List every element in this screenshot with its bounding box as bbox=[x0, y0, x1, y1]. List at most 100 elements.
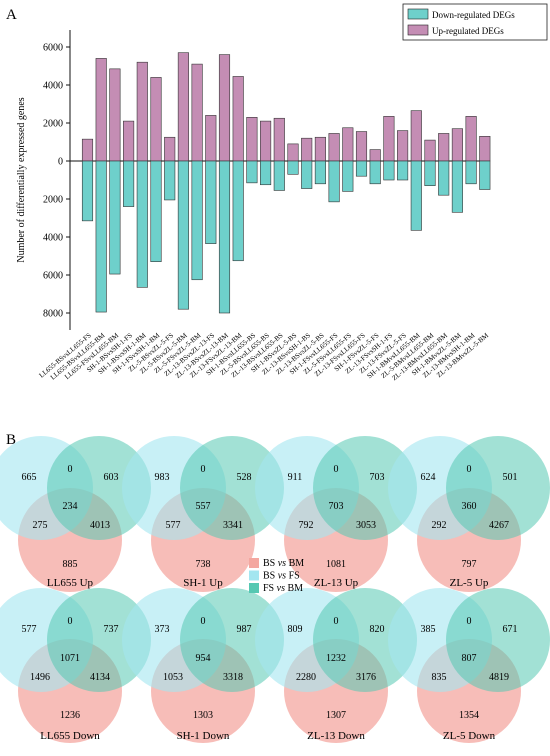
legend-down-label: Down-regulated DEGs bbox=[432, 10, 515, 20]
venn-key-set-b: FS bbox=[286, 571, 300, 582]
venn-diagram: 373 0 987 954 1053 3318 1303 SH-1 Down bbox=[122, 588, 284, 743]
venn-title: ZL-13 Up bbox=[314, 577, 359, 589]
bar-down bbox=[342, 160, 354, 192]
venn-count-lower-right: 4013 bbox=[90, 520, 110, 531]
venn-title: LL655 Up bbox=[47, 577, 94, 589]
bar-down bbox=[328, 160, 340, 203]
venn-key-label: BS vs BM bbox=[263, 558, 304, 569]
venn-count-top: 0 bbox=[467, 616, 472, 627]
venn-count-center: 557 bbox=[196, 501, 211, 512]
bar-up bbox=[136, 61, 148, 162]
venn-count-lower-right: 3341 bbox=[223, 520, 243, 531]
venn-count-right: 987 bbox=[237, 624, 252, 635]
bar-up bbox=[287, 143, 299, 162]
venn-count-left: 577 bbox=[22, 624, 37, 635]
venn-key-swatch bbox=[249, 583, 259, 593]
bar-up bbox=[465, 116, 477, 162]
bar-down bbox=[397, 160, 409, 181]
venn-count-right: 671 bbox=[503, 624, 518, 635]
bar-down bbox=[424, 160, 436, 187]
up-bars bbox=[81, 52, 491, 162]
venn-count-lower-left: 792 bbox=[299, 520, 314, 531]
venn-count-lower-left: 2280 bbox=[296, 672, 316, 683]
bar-up bbox=[479, 136, 491, 162]
venn-count-center: 234 bbox=[63, 501, 78, 512]
venn-key-vs: vs bbox=[278, 558, 286, 569]
venn-key-label: FS vs BM bbox=[263, 583, 303, 594]
venn-diagrams: 665 0 603 234 275 4013 885 LL655 Up 983 0 528 557 57… bbox=[0, 436, 550, 743]
venn-count-lower-left: 577 bbox=[166, 520, 181, 531]
venn-count-right: 703 bbox=[370, 472, 385, 483]
venn-title: ZL-5 Up bbox=[450, 577, 489, 589]
venn-count-center: 954 bbox=[196, 653, 211, 664]
y-axis-label: Number of differentially expressed genes bbox=[16, 97, 27, 262]
y-tick-label: 8000 bbox=[43, 309, 63, 320]
venn-count-lower-right: 4134 bbox=[90, 672, 110, 683]
y-tick-label: 2000 bbox=[43, 119, 63, 130]
bar-up bbox=[410, 110, 422, 162]
venn-count-lower-right: 3176 bbox=[356, 672, 376, 683]
bar-up bbox=[81, 138, 94, 162]
bar-up bbox=[232, 76, 244, 162]
bar-down bbox=[355, 160, 368, 177]
venn-count-top: 0 bbox=[334, 616, 339, 627]
venn-diagram: 624 0 501 360 292 4267 797 ZL-5 Up bbox=[388, 436, 550, 592]
venn-count-lower-left: 1053 bbox=[163, 672, 183, 683]
venn-circle-fs-vs-bm bbox=[47, 436, 151, 540]
bar-up bbox=[328, 133, 340, 162]
legend: Down-regulated DEGs Up-regulated DEGs bbox=[402, 3, 548, 41]
bar-down bbox=[465, 160, 477, 185]
venn-count-lower-left: 835 bbox=[432, 672, 447, 683]
venn-count-lower-right: 3318 bbox=[223, 672, 243, 683]
bar-up bbox=[177, 52, 189, 162]
venn-diagram: 809 0 820 1232 2280 3176 1307 ZL-13 Down bbox=[255, 588, 417, 743]
down-bars bbox=[81, 160, 491, 314]
bar-down bbox=[123, 160, 135, 207]
bar-down bbox=[164, 160, 176, 201]
bar-down bbox=[246, 160, 258, 184]
x-category-labels: LL655-BSvsLL655-FSLL655-BSvsLL655-BMLL65… bbox=[38, 331, 491, 382]
venn-count-bottom: 1303 bbox=[193, 710, 213, 721]
venn-count-left: 911 bbox=[288, 472, 303, 483]
bar-down bbox=[383, 160, 395, 181]
y-tick-label: 4000 bbox=[43, 233, 63, 244]
venn-key-set-a: FS bbox=[263, 583, 277, 594]
venn-count-lower-left: 292 bbox=[432, 520, 447, 531]
venn-key-set-b: BM bbox=[285, 583, 303, 594]
venn-count-lower-right: 4267 bbox=[489, 520, 509, 531]
venn-key-swatch bbox=[249, 570, 259, 581]
venn-count-top: 0 bbox=[334, 464, 339, 475]
venn-count-bottom: 1354 bbox=[459, 710, 479, 721]
bar-down bbox=[260, 160, 272, 186]
panel-b-letter: B bbox=[6, 432, 16, 448]
bar-up bbox=[424, 139, 436, 162]
legend-down-swatch bbox=[407, 8, 429, 20]
bar-up bbox=[438, 133, 450, 162]
venn-count-right: 501 bbox=[503, 472, 518, 483]
venn-circle-fs-vs-bm bbox=[180, 588, 284, 692]
bar-up bbox=[205, 115, 217, 162]
legend-up-swatch bbox=[407, 24, 429, 36]
bar-down bbox=[479, 160, 491, 190]
bar-up bbox=[397, 130, 409, 162]
legend-up-label: Up-regulated DEGs bbox=[432, 26, 504, 36]
venn-count-left: 385 bbox=[421, 624, 436, 635]
bar-down bbox=[410, 160, 422, 231]
bar-down bbox=[81, 160, 94, 222]
venn-key-vs: vs bbox=[278, 571, 286, 582]
venn-count-bottom: 1307 bbox=[326, 710, 346, 721]
bar-up bbox=[260, 120, 272, 162]
venn-key-set-a: BS bbox=[263, 558, 278, 569]
venn-count-left: 665 bbox=[22, 472, 37, 483]
venn-count-bottom: 1081 bbox=[326, 559, 346, 570]
bar-up bbox=[342, 127, 354, 162]
venn-circle-fs-vs-bm bbox=[446, 588, 550, 692]
venn-count-top: 0 bbox=[201, 616, 206, 627]
panel-a-letter: A bbox=[6, 7, 17, 23]
bar-up bbox=[150, 77, 162, 162]
venn-key-set-b: BM bbox=[286, 558, 304, 569]
venn-title: SH-1 Up bbox=[183, 577, 223, 589]
y-tick-label: 6000 bbox=[43, 271, 63, 282]
venn-count-right: 820 bbox=[370, 624, 385, 635]
